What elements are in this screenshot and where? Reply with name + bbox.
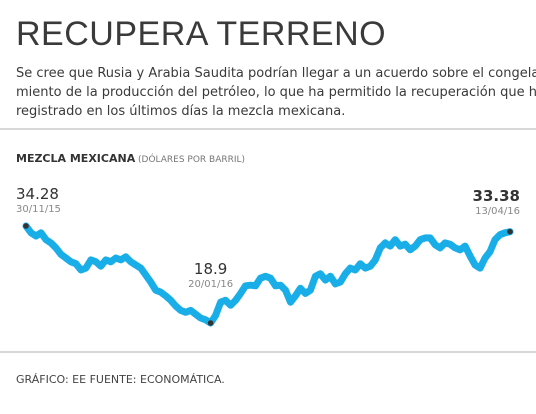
subtitle-line: Se cree que Rusia y Arabia Saudita podrí… xyxy=(16,66,536,81)
headline: RECUPERA TERRENO xyxy=(16,15,386,53)
value-label: 33.38 xyxy=(473,187,520,205)
subtitle-line: registrado en los últimos días la mezcla… xyxy=(16,104,345,119)
price-line xyxy=(22,222,514,327)
date-label: 13/04/16 xyxy=(475,206,520,217)
point-marker xyxy=(23,223,29,229)
point-marker xyxy=(207,320,214,326)
subtitle-line: miento de la producción del petróleo, lo… xyxy=(16,85,536,100)
source: GRÁFICO: EE FUENTE: ECONOMÁTICA. xyxy=(16,373,225,386)
date-label: 20/01/16 xyxy=(188,279,233,290)
unit-label: (DÓLARES POR BARRIL) xyxy=(138,153,245,165)
value-label: 34.28 xyxy=(16,185,59,203)
date-label: 30/11/15 xyxy=(16,204,61,215)
chart-title: MEZCLA MEXICANA xyxy=(16,152,136,165)
point-marker xyxy=(507,228,513,235)
value-label: 18.9 xyxy=(194,260,227,278)
